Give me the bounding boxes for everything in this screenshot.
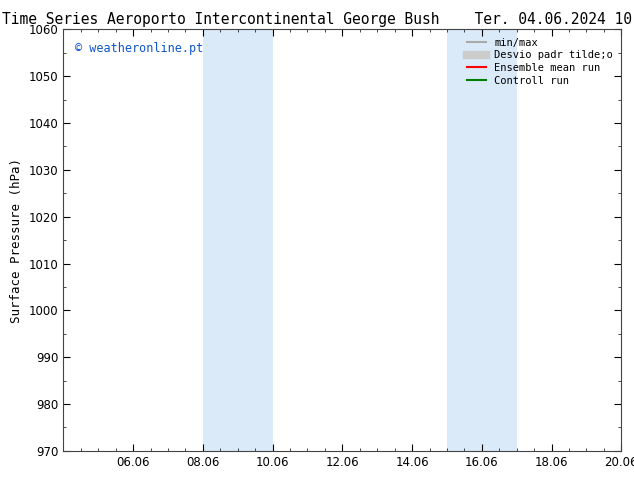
- Text: ENS Time Series Aeroporto Intercontinental George Bush    Ter. 04.06.2024 10 UTC: ENS Time Series Aeroporto Intercontinent…: [0, 12, 634, 27]
- Bar: [203, 29, 273, 451]
- Bar: [447, 29, 517, 451]
- Text: © weatheronline.pt: © weatheronline.pt: [75, 42, 203, 55]
- Y-axis label: Surface Pressure (hPa): Surface Pressure (hPa): [10, 158, 23, 322]
- Legend: min/max, Desvio padr tilde;o, Ensemble mean run, Controll run: min/max, Desvio padr tilde;o, Ensemble m…: [464, 35, 616, 89]
